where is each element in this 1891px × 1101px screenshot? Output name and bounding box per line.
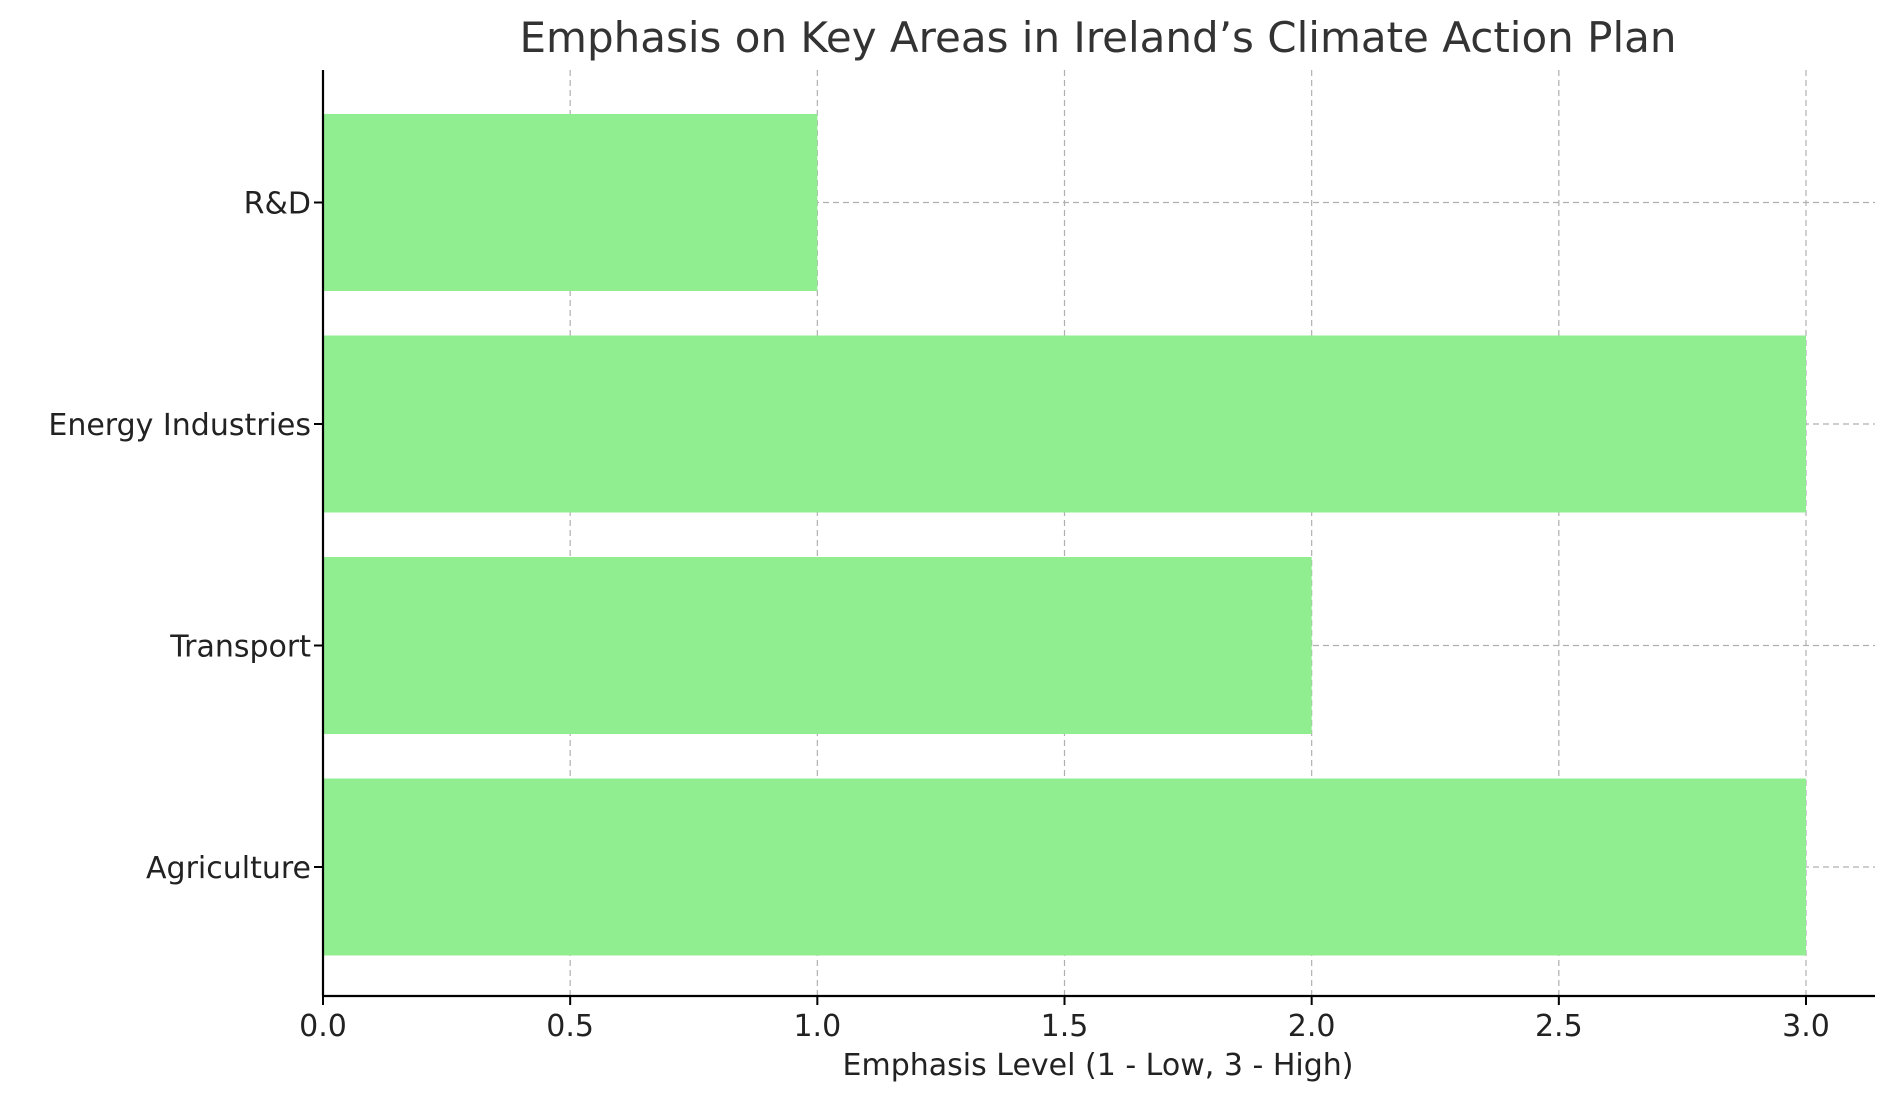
x-tick-label: 3.0 bbox=[1782, 1009, 1830, 1044]
chart-title: Emphasis on Key Areas in Ireland’s Clima… bbox=[520, 13, 1677, 62]
x-tick-label: 1.0 bbox=[793, 1009, 841, 1044]
y-tick-label: Agriculture bbox=[146, 851, 311, 886]
bar bbox=[323, 114, 818, 291]
x-tick-label: 2.0 bbox=[1288, 1009, 1336, 1044]
x-ticks: 0.0 0.5 1.0 1.5 2.0 2.5 3.0 bbox=[299, 996, 1830, 1044]
bar bbox=[323, 335, 1806, 513]
x-axis-label: Emphasis Level (1 - Low, 3 - High) bbox=[843, 1048, 1354, 1083]
x-tick-label: 0.5 bbox=[546, 1009, 594, 1044]
bars bbox=[323, 114, 1806, 956]
y-ticks: Agriculture Transport Energy Industries R&D bbox=[48, 187, 323, 886]
x-tick-label: 0.0 bbox=[299, 1009, 347, 1044]
y-tick-label: Transport bbox=[169, 630, 311, 665]
y-tick-label: R&D bbox=[244, 187, 311, 222]
x-tick-label: 1.5 bbox=[1041, 1009, 1089, 1044]
x-tick-label: 2.5 bbox=[1535, 1009, 1583, 1044]
bar bbox=[323, 557, 1312, 734]
y-tick-label: Energy Industries bbox=[48, 408, 311, 443]
bar bbox=[323, 778, 1806, 956]
axes bbox=[321, 70, 1875, 998]
